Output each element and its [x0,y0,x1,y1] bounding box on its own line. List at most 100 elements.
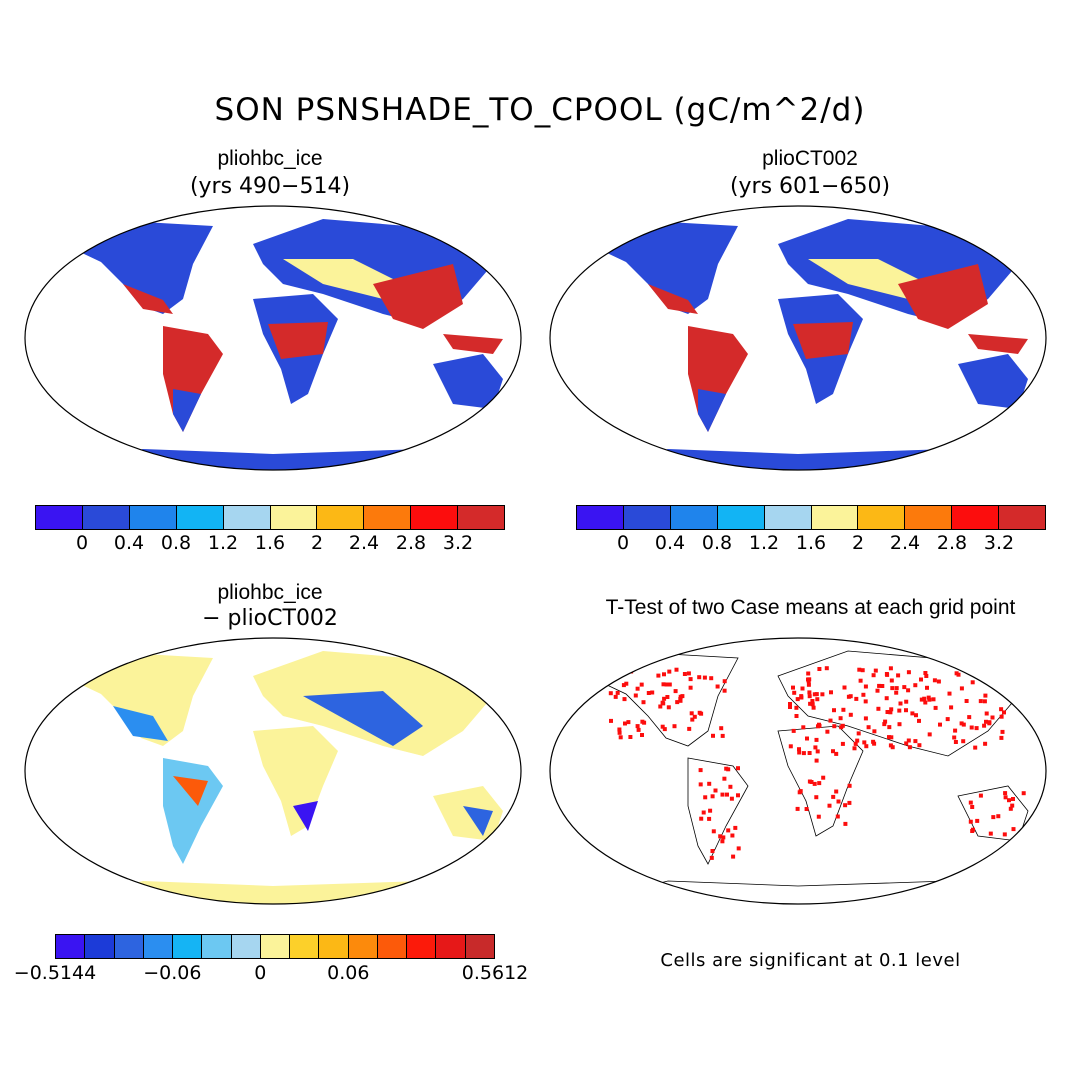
significant-cell [807,690,812,695]
significant-cell [996,814,1001,819]
significant-cell [917,718,921,723]
significant-cell [968,800,973,805]
significant-cell [967,715,972,720]
colorbar-tick-label: 0.4 [654,532,686,554]
significant-cell [646,691,651,695]
significant-cell [883,719,888,724]
significant-cell [709,676,714,681]
significant-cell [810,702,815,707]
significant-cell [959,686,964,691]
significant-cell [615,690,620,695]
significant-cell [906,670,911,675]
significant-cell [877,683,882,688]
significant-cell [715,684,720,689]
significant-cell [678,698,683,703]
significant-cell [885,710,890,714]
significant-cell [884,696,889,701]
significant-cell [973,745,978,750]
significant-cell [661,682,666,687]
significant-cell [984,711,989,716]
significant-cell [710,849,715,853]
significant-cell [667,682,672,687]
significant-cell [970,805,975,809]
significant-cell [788,705,792,709]
significant-cell [815,749,820,754]
colorbar-tick-label: 3.2 [442,532,474,554]
map-bottom-right [549,637,1047,905]
colorbar-swatch [85,935,115,958]
significant-cell [692,714,697,719]
significant-cell [812,692,817,697]
significant-cell [699,816,704,821]
colorbar-ticks-top-right: 0 0.4 0.8 1.2 1.6 2 2.4 2.8 3.2 [576,532,1046,556]
significant-cell [718,834,723,839]
significant-cell [636,727,641,732]
colorbar-swatch [348,935,378,958]
significant-cell [952,735,957,740]
significant-cell [913,739,918,744]
significant-cell [974,726,979,731]
significant-cell [1010,803,1015,808]
colorbar-swatch [623,506,671,529]
significant-cell [673,689,678,694]
significant-cell [622,697,627,702]
significant-cell [860,668,865,673]
colorbar-swatch [319,935,349,958]
significant-cell [945,717,950,722]
significant-cell [722,776,727,781]
significant-cell [719,726,724,731]
colorbar-swatch [223,506,271,529]
colorbar-swatch [290,935,320,958]
significant-cell [709,855,714,860]
significant-cell [961,722,966,727]
significant-cell [914,713,918,718]
significant-cell [871,739,876,744]
colorbar-top-right [576,505,1046,530]
significant-cell [807,779,812,784]
significant-cell [807,751,812,755]
significant-cell [814,758,819,763]
significant-cell [863,716,868,721]
significant-cell [805,736,809,741]
significant-cell [666,705,671,710]
significant-cell [931,697,936,702]
colorbar-swatch [458,506,505,529]
significant-cell [863,684,868,689]
significant-cell [801,725,806,730]
significant-cell [873,668,878,673]
significant-cell [664,682,669,687]
significant-cell [617,730,622,735]
significant-cell [726,828,731,833]
significant-cell [633,693,638,698]
significant-cell [888,666,893,671]
significant-cell [848,694,853,699]
significant-cell [824,666,829,671]
significant-cell [983,693,988,698]
colorbar-swatch [858,506,906,529]
significant-cell [858,678,863,683]
significant-cell [1011,827,1016,832]
significant-cell [635,686,640,691]
significant-cell [797,747,801,752]
significant-cell [841,707,846,712]
significant-cell [795,806,800,811]
significant-cell [852,746,857,751]
colorbar-swatch [407,935,437,958]
significant-cell [890,745,895,750]
significant-cell [618,735,623,740]
significant-cell [827,803,832,808]
significant-cell [665,695,670,699]
significant-cell [697,675,702,680]
significant-cell [675,700,680,705]
significant-cell [938,722,942,727]
significant-cell [621,683,626,688]
significant-cell [999,707,1004,712]
significant-cell [794,714,799,718]
significant-cell [961,739,966,744]
significant-cell [907,745,912,750]
significant-cell [880,684,885,688]
colorbar-tick-label: 0.8 [701,532,733,554]
significant-cell [707,781,712,786]
significant-cell [978,699,983,704]
panel-subtitle-top-right: (yrs 601−650) [729,174,891,199]
